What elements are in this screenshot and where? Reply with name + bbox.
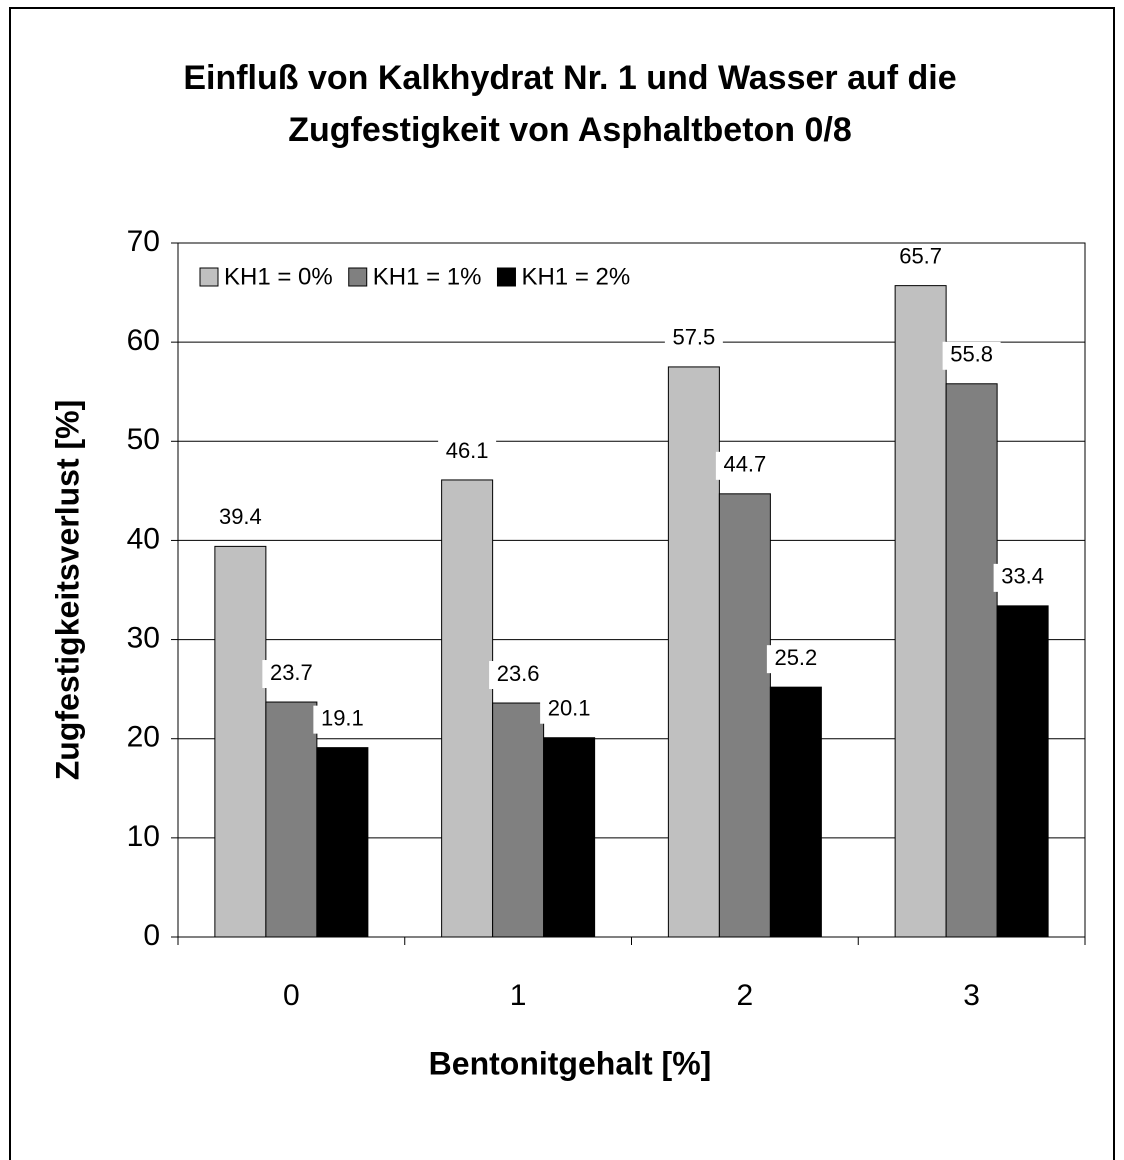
x-tick-label: 1 bbox=[510, 979, 527, 1012]
data-label: 39.4 bbox=[219, 504, 262, 529]
x-tick-label: 3 bbox=[963, 979, 980, 1012]
data-label-bg bbox=[715, 451, 774, 480]
data-label: 57.5 bbox=[672, 325, 715, 350]
data-label-bg bbox=[942, 341, 1001, 370]
y-tick-label: 40 bbox=[127, 522, 160, 555]
data-label-bg bbox=[438, 437, 497, 466]
x-tick-label: 2 bbox=[737, 979, 754, 1012]
data-label: 33.4 bbox=[1001, 564, 1044, 589]
data-label-bg bbox=[766, 645, 825, 674]
x-tick-label: 0 bbox=[283, 979, 300, 1012]
data-label: 46.1 bbox=[446, 438, 489, 463]
legend-label: KH1 = 1% bbox=[373, 263, 482, 290]
bar bbox=[667, 366, 720, 938]
bar bbox=[718, 493, 771, 938]
data-label-bg bbox=[211, 504, 270, 533]
y-tick-label: 30 bbox=[127, 621, 160, 654]
y-axis-label: Zugfestigkeitsverlust [%] bbox=[49, 400, 85, 781]
legend-swatch bbox=[496, 267, 516, 287]
data-label: 19.1 bbox=[321, 705, 364, 730]
data-label-bg bbox=[262, 660, 321, 689]
y-tick-label: 60 bbox=[127, 324, 160, 357]
data-label: 65.7 bbox=[899, 243, 942, 268]
data-label: 23.7 bbox=[270, 660, 313, 685]
data-label: 20.1 bbox=[548, 696, 591, 721]
data-label-bg bbox=[664, 324, 723, 353]
bar bbox=[894, 285, 947, 938]
legend-swatch bbox=[348, 267, 368, 287]
bar bbox=[769, 686, 822, 938]
bar bbox=[492, 702, 545, 938]
chart-title: Zugfestigkeit von Asphaltbeton 0/8 bbox=[288, 111, 852, 149]
bar bbox=[996, 605, 1049, 938]
data-label-bg bbox=[313, 705, 372, 734]
bar bbox=[316, 747, 369, 938]
chart-title: Einfluß von Kalkhydrat Nr. 1 und Wasser … bbox=[183, 59, 956, 97]
bar bbox=[214, 545, 267, 938]
y-tick-label: 0 bbox=[143, 919, 160, 952]
bar bbox=[441, 479, 494, 938]
data-label-bg bbox=[993, 563, 1052, 592]
data-label: 23.6 bbox=[497, 661, 540, 686]
y-tick-label: 20 bbox=[127, 721, 160, 754]
data-label: 55.8 bbox=[950, 342, 993, 367]
legend-label: KH1 = 0% bbox=[224, 263, 333, 290]
legend-label: KH1 = 2% bbox=[521, 263, 630, 290]
y-tick-label: 70 bbox=[127, 225, 160, 258]
legend-swatch bbox=[199, 267, 219, 287]
data-label: 44.7 bbox=[723, 452, 766, 477]
data-label-bg bbox=[540, 695, 599, 724]
data-label-bg bbox=[489, 661, 548, 690]
x-axis-label: Bentonitgehalt [%] bbox=[429, 1045, 712, 1081]
bar bbox=[945, 383, 998, 938]
bar bbox=[543, 737, 596, 938]
bar bbox=[265, 701, 318, 938]
y-tick-label: 50 bbox=[127, 423, 160, 456]
y-tick-label: 10 bbox=[127, 820, 160, 853]
data-label: 25.2 bbox=[774, 645, 817, 670]
data-label-bg bbox=[891, 243, 950, 272]
